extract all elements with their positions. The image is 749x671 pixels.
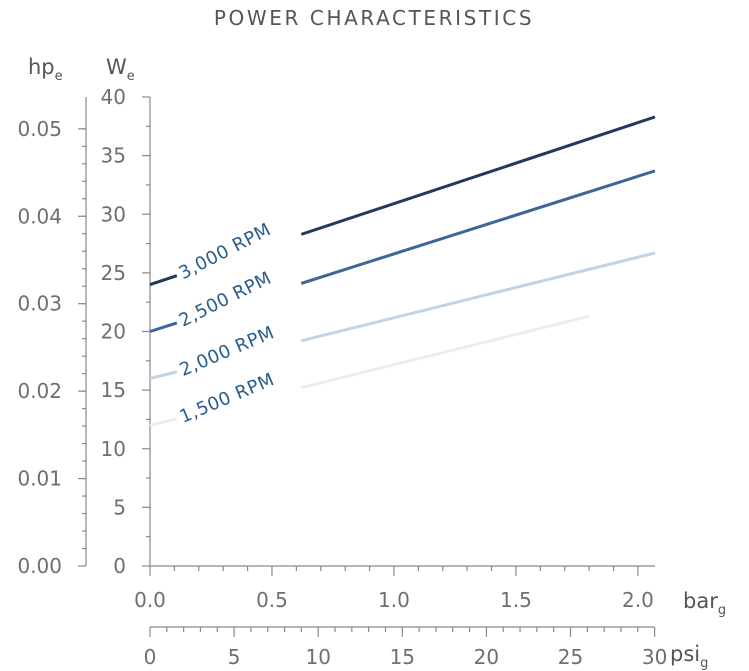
series-line [300,314,590,390]
w-tick-label: 30 [101,202,126,226]
hp-tick-label: 0.05 [17,117,62,141]
psi-tick-label: 20 [474,645,499,669]
psi-tick-label: 25 [558,645,583,669]
series-label: 1,500 RPM [177,369,278,428]
hp-unit-label-sub: e [55,69,63,84]
bar-unit-label-sub: g [718,603,726,618]
series-line [300,251,656,343]
bar-tick-label: 1.5 [500,588,532,612]
w-unit-label-main: W [106,55,127,79]
psi-unit-label: psig [670,642,708,671]
series-line-lead [149,321,178,333]
bar-unit-label: barg [683,589,726,618]
series-line [300,115,656,236]
psi-tick-label: 5 [228,645,241,669]
w-tick-label: 20 [101,320,126,344]
series-line-lead [149,274,178,287]
psi-tick-label: 0 [144,645,157,669]
bar-tick-label: 0.0 [134,588,166,612]
hp-tick-label: 0.00 [17,554,62,578]
series-line-lead [149,370,178,380]
w-unit-label-sub: e [127,69,135,84]
w-tick-label: 15 [101,378,126,402]
hp-tick-label: 0.03 [17,292,62,316]
series-lines [149,115,656,427]
w-unit-label: We [106,55,135,84]
psi-unit-label-main: psi [670,642,700,666]
bar-tick-label: 1.0 [378,588,410,612]
bar-tick-label: 0.5 [256,588,288,612]
bar-unit-label-main: bar [683,589,718,613]
w-tick-label: 10 [101,437,126,461]
psi-unit-label-sub: g [700,656,708,671]
hp-unit-label: hpe [28,55,63,84]
w-tick-label: 35 [101,144,126,168]
chart-title: POWER CHARACTERISTICS [214,6,534,30]
bar-tick-label: 2.0 [622,588,654,612]
psi-tick-label: 10 [305,645,330,669]
w-tick-label: 25 [101,261,126,285]
w-tick-label: 0 [113,554,126,578]
hp-tick-label: 0.01 [17,467,62,491]
hp-unit-label-main: hp [28,55,55,79]
series-line [300,169,656,285]
series-line-lead [149,417,178,427]
w-tick-label: 5 [113,495,126,519]
psi-tick-label: 30 [642,645,667,669]
hp-tick-label: 0.02 [17,379,62,403]
w-tick-label: 40 [101,85,126,109]
hp-tick-label: 0.04 [17,204,62,228]
psi-tick-label: 15 [390,645,415,669]
